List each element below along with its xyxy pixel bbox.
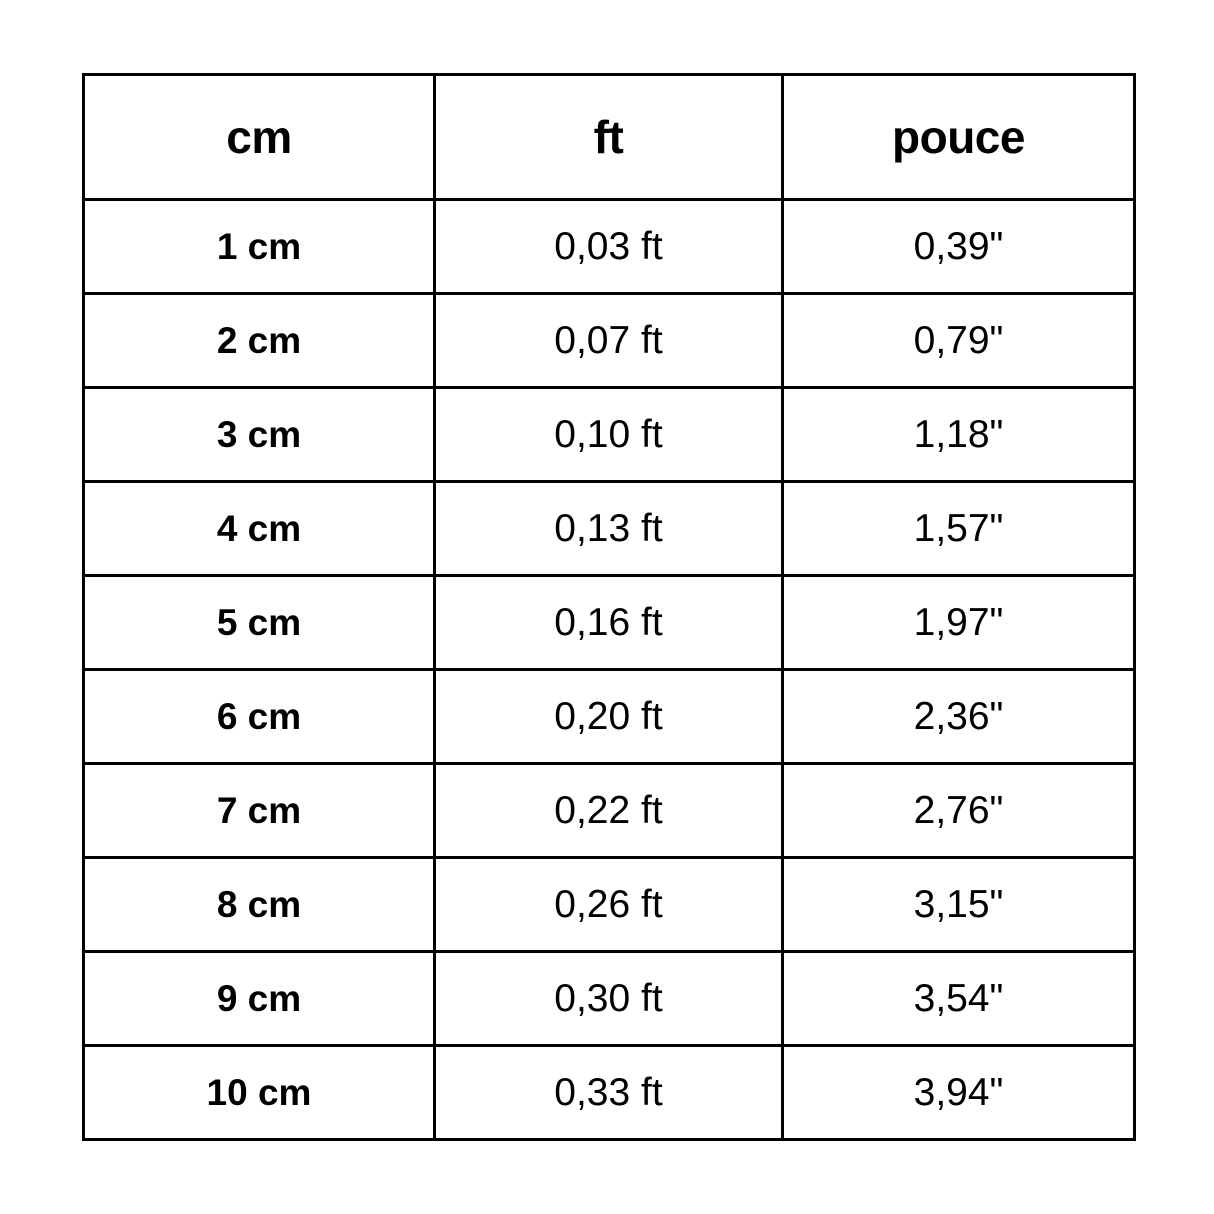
cell-ft: 0,33 ft [433, 1044, 784, 1141]
table-header-row: cm ft pouce [82, 73, 1136, 201]
table-row: 7 cm 0,22 ft 2,76" [82, 762, 1136, 859]
cell-pouce: 2,76" [781, 762, 1136, 859]
cell-pouce: 3,54" [781, 950, 1136, 1047]
cell-pouce: 1,97" [781, 574, 1136, 671]
column-header-pouce: pouce [781, 73, 1136, 201]
cell-cm: 2 cm [82, 292, 436, 389]
cell-pouce: 2,36" [781, 668, 1136, 765]
cell-cm: 4 cm [82, 480, 436, 577]
table-row: 5 cm 0,16 ft 1,97" [82, 574, 1136, 671]
cell-cm: 8 cm [82, 856, 436, 953]
cell-ft: 0,03 ft [433, 198, 784, 295]
cell-cm: 9 cm [82, 950, 436, 1047]
cell-cm: 1 cm [82, 198, 436, 295]
cell-ft: 0,16 ft [433, 574, 784, 671]
cm-to-ft-inch-conversion-table: cm ft pouce 1 cm 0,03 ft 0,39" 2 cm 0,07… [82, 73, 1136, 1141]
cell-ft: 0,20 ft [433, 668, 784, 765]
cell-ft: 0,10 ft [433, 386, 784, 483]
cell-ft: 0,22 ft [433, 762, 784, 859]
cell-cm: 7 cm [82, 762, 436, 859]
cell-pouce: 0,79" [781, 292, 1136, 389]
table-body: 1 cm 0,03 ft 0,39" 2 cm 0,07 ft 0,79" 3 … [82, 198, 1136, 1141]
cell-cm: 6 cm [82, 668, 436, 765]
conversion-table-container: cm ft pouce 1 cm 0,03 ft 0,39" 2 cm 0,07… [82, 73, 1136, 1141]
cell-ft: 0,13 ft [433, 480, 784, 577]
cell-ft: 0,26 ft [433, 856, 784, 953]
column-header-ft: ft [433, 73, 784, 201]
table-row: 1 cm 0,03 ft 0,39" [82, 198, 1136, 295]
table-row: 9 cm 0,30 ft 3,54" [82, 950, 1136, 1047]
cell-ft: 0,30 ft [433, 950, 784, 1047]
cell-pouce: 3,15" [781, 856, 1136, 953]
cell-ft: 0,07 ft [433, 292, 784, 389]
table-row: 10 cm 0,33 ft 3,94" [82, 1044, 1136, 1141]
cell-cm: 10 cm [82, 1044, 436, 1141]
cell-pouce: 1,57" [781, 480, 1136, 577]
cell-cm: 5 cm [82, 574, 436, 671]
table-row: 4 cm 0,13 ft 1,57" [82, 480, 1136, 577]
table-row: 3 cm 0,10 ft 1,18" [82, 386, 1136, 483]
table-header: cm ft pouce [82, 73, 1136, 201]
cell-pouce: 3,94" [781, 1044, 1136, 1141]
cell-pouce: 1,18" [781, 386, 1136, 483]
cell-pouce: 0,39" [781, 198, 1136, 295]
column-header-cm: cm [82, 73, 436, 201]
table-row: 2 cm 0,07 ft 0,79" [82, 292, 1136, 389]
cell-cm: 3 cm [82, 386, 436, 483]
table-row: 6 cm 0,20 ft 2,36" [82, 668, 1136, 765]
table-row: 8 cm 0,26 ft 3,15" [82, 856, 1136, 953]
